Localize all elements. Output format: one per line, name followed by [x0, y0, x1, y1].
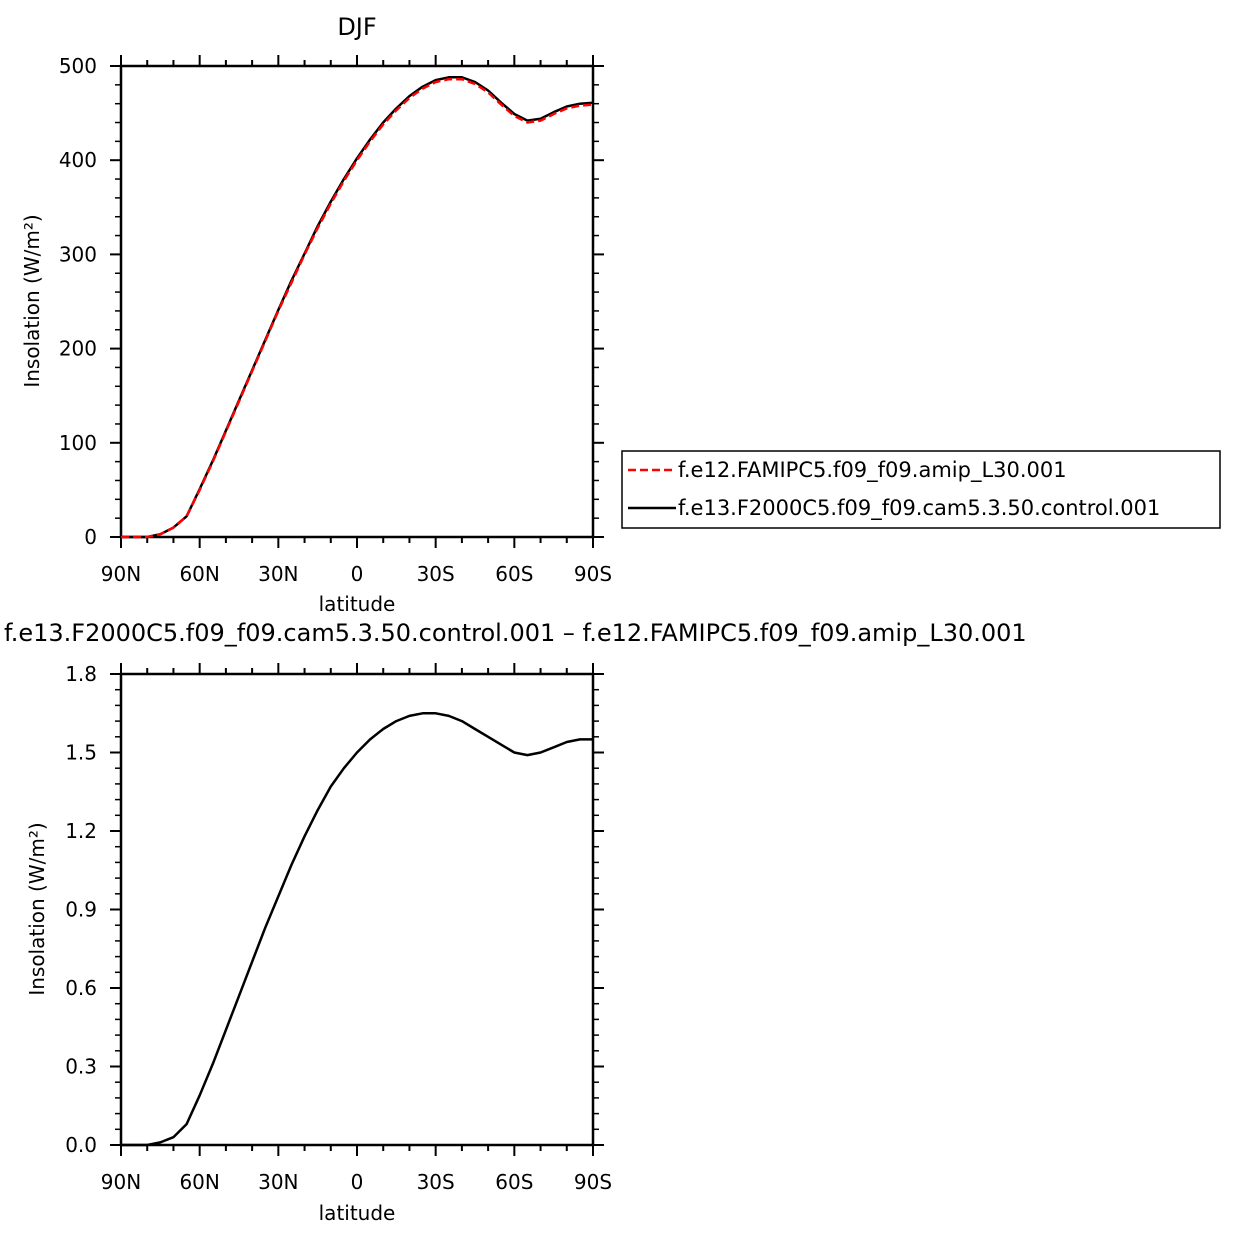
- x-tick-label: 30N: [258, 1170, 298, 1194]
- x-tick-label: 0: [351, 562, 364, 586]
- y-tick-label: 0.0: [65, 1133, 97, 1157]
- top-plot-frame: [119, 64, 595, 539]
- x-tick-label: 90N: [101, 562, 141, 586]
- y-tick-label: 400: [59, 148, 97, 172]
- bottom-x-axis-title: latitude: [319, 1201, 396, 1225]
- top-y-ticks: 0 100 200 300 400 500: [59, 54, 604, 549]
- legend-label-amip: f.e12.FAMIPC5.f09_f09.amip_L30.001: [678, 458, 1067, 483]
- bottom-panel: f.e13.F2000C5.f09_f09.cam5.3.50.control.…: [4, 619, 1027, 1225]
- x-tick-label: 30N: [258, 562, 298, 586]
- y-tick-label: 500: [59, 54, 97, 78]
- top-plot-title: DJF: [337, 13, 376, 41]
- top-panel: DJF 90N 60N 30N 0 30S 60S 90S 0 100 200 300 400 500…: [20, 13, 612, 616]
- top-y-axis-title: Insolation (W/m²): [20, 214, 44, 387]
- bottom-series: [121, 712, 593, 1147]
- legend-label-control: f.e13.F2000C5.f09_f09.cam5.3.50.control.…: [678, 496, 1160, 521]
- series-line-0: [121, 77, 594, 539]
- series-line-0: [121, 712, 593, 1147]
- x-tick-label: 60S: [495, 562, 533, 586]
- y-tick-label: 1.8: [65, 662, 97, 686]
- bottom-plot-title: f.e13.F2000C5.f09_f09.cam5.3.50.control.…: [4, 619, 1027, 647]
- x-tick-label: 0: [351, 1170, 364, 1194]
- bottom-x-ticks: 90N 60N 30N 0 30S 60S 90S: [101, 663, 612, 1194]
- y-tick-label: 300: [59, 242, 97, 266]
- x-tick-label: 90S: [574, 562, 612, 586]
- y-tick-label: 0: [84, 525, 97, 549]
- bottom-plot-frame: [119, 672, 595, 1147]
- legend: f.e12.FAMIPC5.f09_f09.amip_L30.001 f.e13…: [621, 450, 1221, 529]
- top-x-ticks: 90N 60N 30N 0 30S 60S 90S: [101, 55, 612, 586]
- y-tick-label: 0.6: [65, 976, 97, 1000]
- y-tick-label: 200: [59, 337, 97, 361]
- y-tick-label: 1.5: [65, 741, 97, 765]
- x-tick-label: 30S: [417, 1170, 455, 1194]
- legend-box: [621, 450, 1221, 529]
- bottom-y-axis-title: Insolation (W/m²): [25, 822, 49, 995]
- top-series: [121, 76, 594, 539]
- top-x-axis-title: latitude: [319, 592, 396, 616]
- y-tick-label: 100: [59, 431, 97, 455]
- series-line-1: [121, 76, 594, 539]
- y-tick-label: 0.9: [65, 898, 97, 922]
- bottom-y-ticks: 0.0 0.3 0.6 0.9 1.2 1.5 1.8: [65, 662, 604, 1157]
- x-tick-label: 90S: [574, 1170, 612, 1194]
- x-tick-label: 60N: [179, 1170, 219, 1194]
- x-tick-label: 60S: [495, 1170, 533, 1194]
- x-tick-label: 60N: [179, 562, 219, 586]
- x-tick-label: 90N: [101, 1170, 141, 1194]
- x-tick-label: 30S: [417, 562, 455, 586]
- y-tick-label: 1.2: [65, 819, 97, 843]
- y-tick-label: 0.3: [65, 1055, 97, 1079]
